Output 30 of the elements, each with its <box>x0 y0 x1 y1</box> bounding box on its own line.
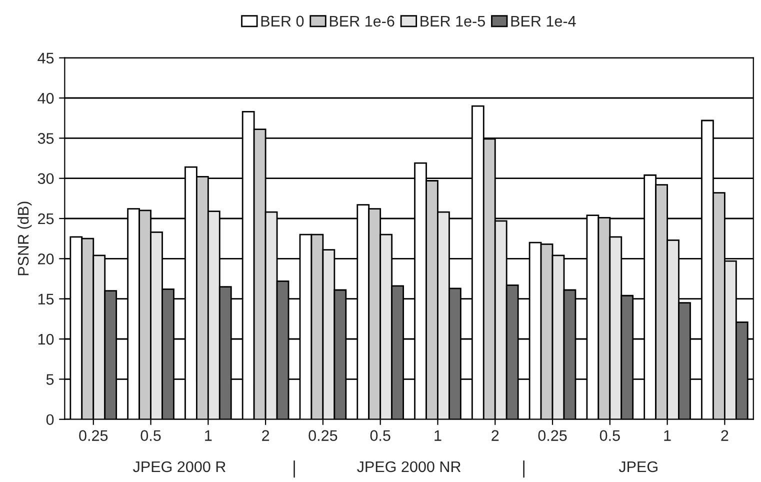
x-tick-label: 2 <box>721 430 728 441</box>
text: JPEG 2000 R <box>133 461 226 472</box>
x-tick-label: 0.25 <box>538 430 567 441</box>
text: JPEG <box>618 461 658 472</box>
y-tick-label: 15 <box>38 294 54 305</box>
legend-label: BER 1e-5 <box>420 16 485 27</box>
legend-label: BER 1e-4 <box>511 16 576 27</box>
legend-label: BER 0 <box>261 16 304 27</box>
y-tick-label: 30 <box>38 173 54 184</box>
y-tick-label: 35 <box>38 133 54 144</box>
x-tick-label: 0.25 <box>79 430 108 441</box>
x-tick-label: 1 <box>664 430 671 441</box>
x-tick-label: 0.5 <box>600 430 620 441</box>
x-tick-label: 0.5 <box>370 430 390 441</box>
y-tick-label: 20 <box>38 254 54 264</box>
x-tick-label: 1 <box>434 430 442 441</box>
y-tick-label: 5 <box>46 374 54 385</box>
y-tick-label: 40 <box>38 92 54 104</box>
x-tick-label: 0.25 <box>308 430 338 441</box>
x-tick-label: 0.5 <box>140 430 161 441</box>
x-tick-label: 1 <box>205 430 212 441</box>
y-tick-label: 0 <box>46 414 54 426</box>
y-tick-label: 25 <box>38 213 54 224</box>
y-tick-label: 45 <box>38 52 54 64</box>
x-tick-label: 2 <box>492 430 499 441</box>
text: JPEG 2000 NR <box>357 461 461 472</box>
legend-label: BER 1e-6 <box>330 16 394 27</box>
y-axis-title: PSNR (dB) <box>17 202 32 276</box>
x-tick-label: 2 <box>262 430 270 441</box>
y-tick-label: 10 <box>38 334 54 345</box>
